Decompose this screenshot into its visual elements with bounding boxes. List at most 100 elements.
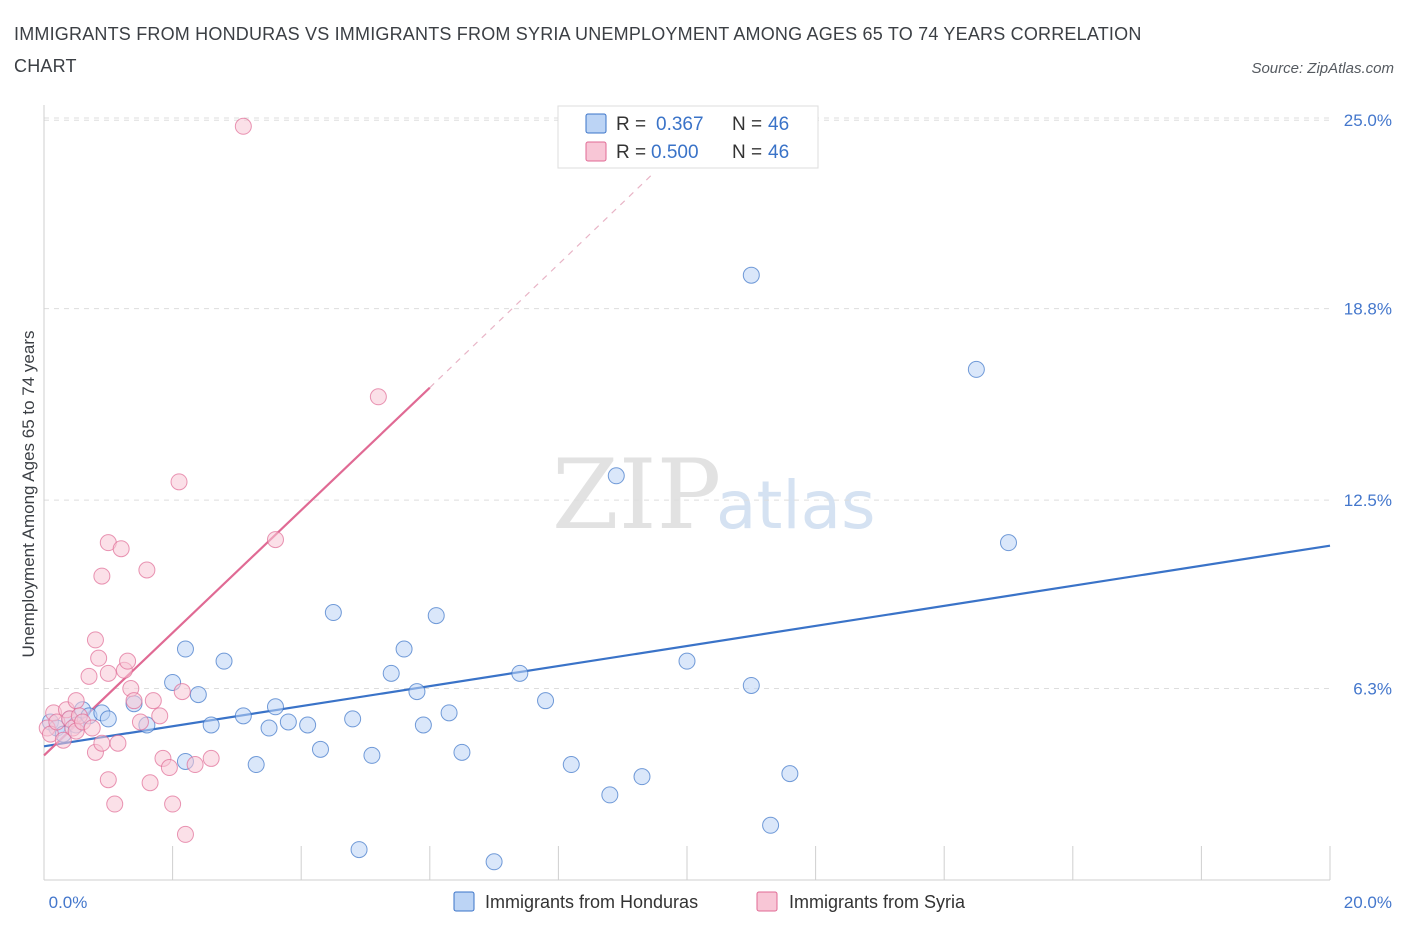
data-point-syria xyxy=(186,756,204,774)
data-point-honduras xyxy=(363,746,381,764)
y-tick-labels: 6.3% 12.5% 18.8% 25.0% xyxy=(1344,111,1392,698)
data-point-honduras xyxy=(279,713,297,731)
data-point-honduras xyxy=(427,607,445,625)
data-point-syria xyxy=(109,734,127,752)
data-point-honduras xyxy=(414,716,432,734)
data-point-syria xyxy=(125,692,143,710)
trend-line-syria xyxy=(43,386,431,757)
y-tick-label: 6.3% xyxy=(1353,680,1392,699)
data-point-syria xyxy=(93,734,111,752)
data-point-honduras xyxy=(215,652,233,670)
data-point-syria xyxy=(99,664,117,682)
x-tick-label-max: 20.0% xyxy=(1344,893,1392,912)
legend-swatch-syria xyxy=(585,141,607,162)
data-point-honduras xyxy=(633,768,651,786)
data-point-syria xyxy=(80,667,98,685)
data-point-syria xyxy=(106,795,124,813)
data-point-syria xyxy=(138,561,156,579)
data-point-syria xyxy=(67,692,85,710)
data-point-honduras xyxy=(537,692,555,710)
data-point-syria xyxy=(160,759,178,777)
data-point-honduras xyxy=(299,716,317,734)
data-point-honduras xyxy=(781,765,799,783)
data-point-honduras xyxy=(607,467,625,485)
data-point-honduras xyxy=(395,640,413,658)
data-point-honduras xyxy=(202,716,220,734)
data-point-honduras xyxy=(382,664,400,682)
watermark-zip: ZIP xyxy=(552,439,721,551)
data-point-syria xyxy=(54,731,72,749)
data-point-honduras xyxy=(742,266,760,284)
data-point-honduras xyxy=(440,704,458,722)
data-point-honduras xyxy=(260,719,278,737)
x-ticks xyxy=(43,846,1331,880)
y-tick-label: 18.8% xyxy=(1344,300,1392,319)
data-point-honduras xyxy=(762,816,780,834)
trend-line-honduras xyxy=(43,544,1331,748)
data-point-honduras xyxy=(511,664,529,682)
data-point-honduras xyxy=(408,683,426,701)
data-point-syria xyxy=(164,795,182,813)
data-point-honduras xyxy=(189,686,207,704)
data-point-syria xyxy=(86,631,104,649)
data-point-honduras xyxy=(247,756,265,774)
series-legend-swatch-syria xyxy=(756,891,778,912)
data-point-honduras xyxy=(176,640,194,658)
stats-legend: R = 0.367 N = 46 R = 0.500 N = 46 xyxy=(557,105,819,169)
data-point-syria xyxy=(112,540,130,558)
series-legend-label-honduras: Immigrants from Honduras xyxy=(485,892,698,912)
data-point-syria xyxy=(131,713,149,731)
y-tick-label: 12.5% xyxy=(1344,491,1392,510)
legend-r-label-syria: R = xyxy=(616,142,646,163)
trend-lines xyxy=(43,171,1331,757)
data-point-honduras xyxy=(234,707,252,725)
data-point-honduras xyxy=(601,786,619,804)
chart-title: IMMIGRANTS FROM HONDURAS VS IMMIGRANTS F… xyxy=(14,24,1142,76)
data-point-syria xyxy=(93,567,111,585)
legend-swatch-honduras xyxy=(585,113,607,134)
data-point-syria xyxy=(144,692,162,710)
data-point-syria xyxy=(119,652,137,670)
data-point-syria xyxy=(173,683,191,701)
data-point-syria xyxy=(170,473,188,491)
legend-n-label-honduras: N = xyxy=(732,114,762,135)
watermark: ZIP atlas xyxy=(552,439,876,551)
data-point-syria xyxy=(266,531,284,549)
legend-n-value-honduras: 46 xyxy=(768,114,789,135)
data-point-syria xyxy=(90,649,108,667)
watermark-atlas: atlas xyxy=(716,467,876,544)
data-point-honduras xyxy=(344,710,362,728)
legend-n-value-syria: 46 xyxy=(768,142,789,163)
data-point-honduras xyxy=(562,756,580,774)
legend-r-value-honduras: 0.367 xyxy=(656,114,704,135)
series-legend-label-syria: Immigrants from Syria xyxy=(789,892,966,912)
legend-n-label-syria: N = xyxy=(732,142,762,163)
data-point-honduras xyxy=(266,698,284,716)
data-point-syria xyxy=(99,771,117,789)
data-point-syria xyxy=(151,707,169,725)
data-point-syria xyxy=(369,388,387,406)
y-axis-label: Unemployment Among Ages 65 to 74 years xyxy=(19,331,38,658)
data-points xyxy=(38,117,1017,871)
data-point-honduras xyxy=(350,841,368,859)
data-point-honduras xyxy=(311,740,329,758)
data-point-honduras xyxy=(324,604,342,622)
legend-r-label-honduras: R = xyxy=(616,114,646,135)
y-tick-label: 25.0% xyxy=(1344,111,1392,130)
data-point-syria xyxy=(234,117,252,135)
data-point-syria xyxy=(83,719,101,737)
data-point-syria xyxy=(176,825,194,843)
data-point-honduras xyxy=(967,360,985,378)
data-point-syria xyxy=(141,774,159,792)
data-point-honduras xyxy=(453,743,471,761)
legend-r-value-syria: 0.500 xyxy=(651,142,699,163)
series-legend: Immigrants from Honduras Immigrants from… xyxy=(453,891,966,912)
grid xyxy=(44,117,1330,690)
data-point-honduras xyxy=(678,652,696,670)
series-legend-swatch-honduras xyxy=(453,891,475,912)
trend-line-syria-extrapolated xyxy=(429,171,656,389)
data-point-honduras xyxy=(1000,534,1017,552)
data-point-syria xyxy=(202,749,220,767)
x-tick-label-min: 0.0% xyxy=(49,893,88,912)
